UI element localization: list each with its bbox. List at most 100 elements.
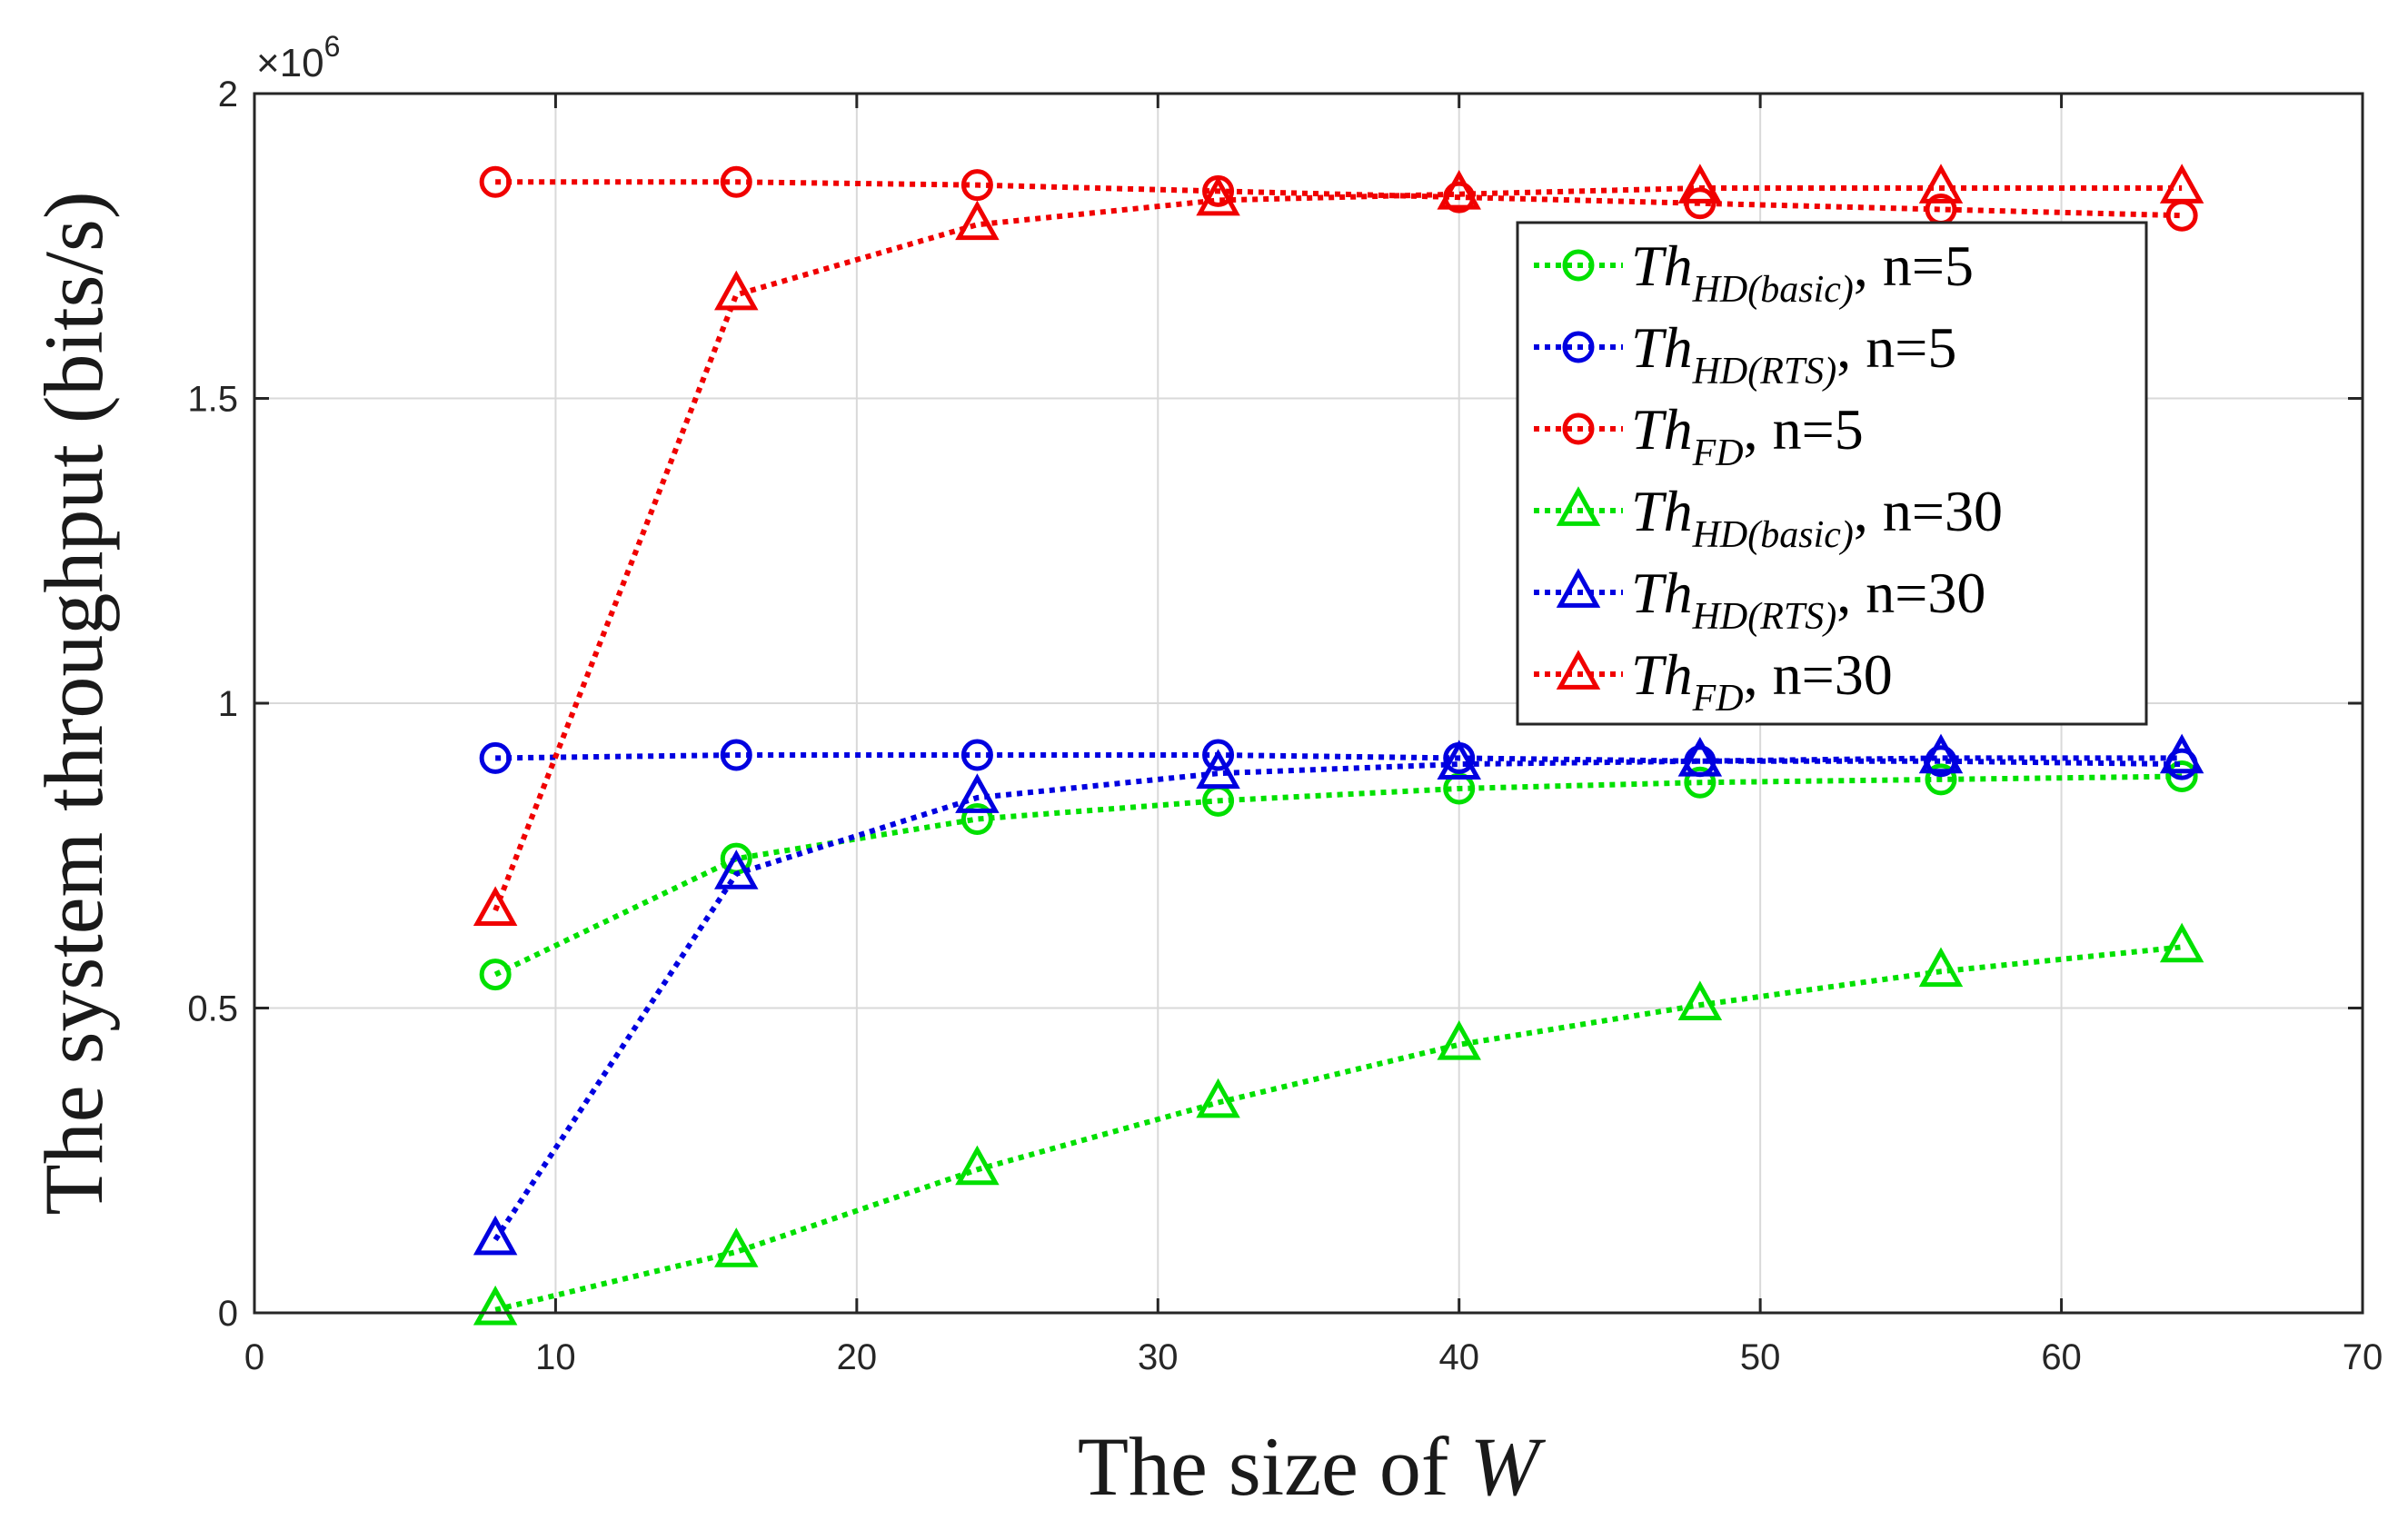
axis-ticks: 0 10 20 30 40 50 60 70 0 0.5 1 1.5 2 [187, 75, 2383, 1377]
data-point [1443, 772, 1476, 805]
y-tick-label: 0 [218, 1294, 238, 1334]
data-point [960, 169, 993, 202]
data-point [2159, 733, 2204, 774]
data-point [1437, 169, 1481, 210]
x-tick-label: 20 [837, 1337, 878, 1377]
series-line [493, 773, 2183, 978]
data-point [1677, 980, 1723, 1021]
series-5 [473, 164, 2204, 927]
series-0 [479, 760, 2198, 991]
legend-marker [1562, 249, 1595, 282]
x-tick-label: 0 [244, 1337, 264, 1377]
legend-label: ThHD(basic), n=5 [1631, 233, 1974, 311]
legend-label: ThHD(RTS), n=30 [1631, 561, 1985, 638]
legend-item: ThFD, n=30 [1534, 642, 1893, 720]
data-point [1437, 1020, 1481, 1060]
legend-main: Th [1631, 642, 1693, 707]
data-point [955, 773, 1000, 813]
data-point [1196, 749, 1240, 790]
y-tick-label: 0.5 [187, 989, 238, 1029]
y-tick-label: 2 [218, 75, 238, 114]
data-point [1684, 766, 1716, 799]
data-point [1677, 164, 1723, 204]
data-point [960, 802, 993, 835]
data-point [1437, 740, 1481, 780]
legend-marker [1562, 331, 1595, 363]
legend-n: , n=5 [1854, 233, 1974, 298]
series-line [494, 944, 2183, 1313]
series-3 [473, 922, 2204, 1326]
legend-box [1516, 221, 2148, 726]
legend-item: ThFD, n=5 [1534, 397, 1864, 474]
series-4 [473, 733, 2204, 1256]
y-axis-label: The system throughput (bits/s) [27, 192, 120, 1216]
data-point [955, 200, 1000, 241]
data-point [1677, 736, 1723, 777]
legend-sub: HD(basic) [1692, 514, 1854, 556]
data-point [2165, 760, 2198, 793]
data-point [720, 739, 752, 771]
legend-n: , n=5 [1836, 315, 1956, 380]
legend-label: ThHD(basic), n=30 [1631, 479, 2003, 556]
data-point [1196, 175, 1240, 216]
y-tick-label: 1 [218, 684, 238, 724]
x-tick-label: 30 [1138, 1337, 1179, 1377]
data-point [1918, 164, 1964, 204]
legend-n: , n=5 [1744, 397, 1864, 462]
data-point [473, 1285, 518, 1326]
legend-label: ThFD, n=5 [1631, 397, 1864, 474]
legend-main: Th [1631, 479, 1693, 543]
x-tick-label: 40 [1438, 1337, 1479, 1377]
legend-marker [1556, 486, 1601, 526]
x-axis-label: The size of W [1078, 1420, 1547, 1513]
y-tick-label: 1.5 [187, 380, 238, 420]
data-point [720, 165, 752, 198]
x-axis-label-text: The size of [1078, 1420, 1449, 1513]
x-tick-label: 50 [1740, 1337, 1781, 1377]
x-tick-label: 60 [2041, 1337, 2082, 1377]
plot-series [473, 164, 2204, 1326]
series-line [493, 185, 2183, 912]
data-point [473, 886, 518, 927]
data-point [960, 739, 993, 771]
data-point [1918, 733, 1964, 774]
legend-item: ThHD(basic), n=5 [1534, 233, 1974, 311]
x-tick-label: 70 [2343, 1337, 2383, 1377]
data-point [1196, 1078, 1240, 1118]
data-point [2159, 164, 2204, 204]
data-point [2159, 922, 2204, 963]
legend-main: Th [1631, 315, 1693, 380]
legend-main: Th [1631, 233, 1693, 298]
data-point [714, 270, 759, 311]
data-point [479, 165, 512, 198]
data-point [473, 1215, 518, 1256]
legend-sub: HD(RTS) [1692, 596, 1837, 638]
legend-marker [1562, 412, 1595, 445]
y-multiplier-exp: 6 [324, 30, 341, 63]
y-multiplier-base: ×10 [256, 41, 324, 85]
legend-sub: HD(basic) [1692, 269, 1854, 311]
data-point [714, 1227, 759, 1267]
series-line [495, 179, 2183, 219]
data-point [479, 959, 512, 991]
legend-marker [1556, 568, 1601, 608]
data-point [714, 849, 759, 889]
data-point [479, 741, 512, 774]
legend-sub: FD [1692, 432, 1744, 474]
legend-label: ThFD, n=30 [1631, 642, 1893, 720]
series-line [493, 755, 2183, 1242]
legend-n: , n=30 [1836, 561, 1985, 625]
data-point [1918, 947, 1964, 988]
legend-item: ThHD(basic), n=30 [1534, 479, 2003, 556]
data-point [955, 1145, 1000, 1186]
legend-marker [1556, 650, 1601, 690]
y-multiplier: ×106 [256, 30, 340, 85]
x-tick-label: 10 [535, 1337, 576, 1377]
series-line [495, 752, 2183, 768]
legend-main: Th [1631, 397, 1693, 462]
data-point [2165, 199, 2198, 232]
legend-label: ThHD(RTS), n=5 [1631, 315, 1956, 392]
legend-item: ThHD(RTS), n=5 [1534, 315, 1956, 392]
